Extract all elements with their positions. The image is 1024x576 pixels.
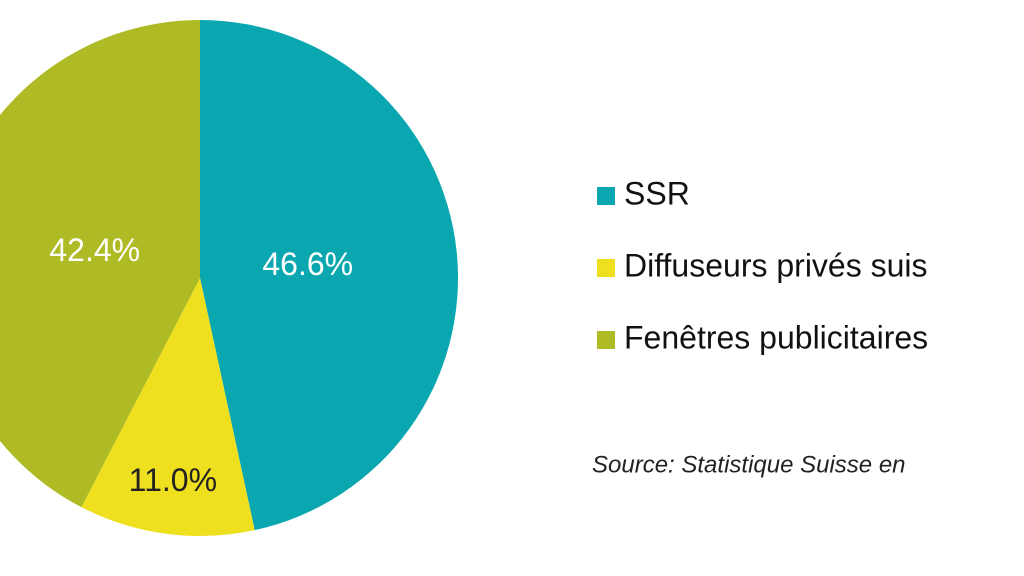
legend-label: SSR bbox=[624, 175, 690, 211]
pie-slice bbox=[0, 20, 200, 508]
legend-swatch bbox=[597, 331, 615, 349]
data-label: 11.0% bbox=[129, 462, 217, 498]
pie-slice bbox=[81, 278, 255, 536]
data-label: 42.4% bbox=[49, 232, 140, 268]
pie-slice bbox=[200, 20, 459, 531]
legend-swatch bbox=[597, 259, 615, 277]
legend-swatch bbox=[597, 187, 615, 205]
data-label: 46.6% bbox=[262, 246, 353, 282]
legend-label: Fenêtres publicitaires bbox=[624, 319, 928, 355]
source-note: Source: Statistique Suisse en bbox=[592, 451, 906, 478]
legend-label: Diffuseurs privés suis bbox=[624, 247, 928, 283]
